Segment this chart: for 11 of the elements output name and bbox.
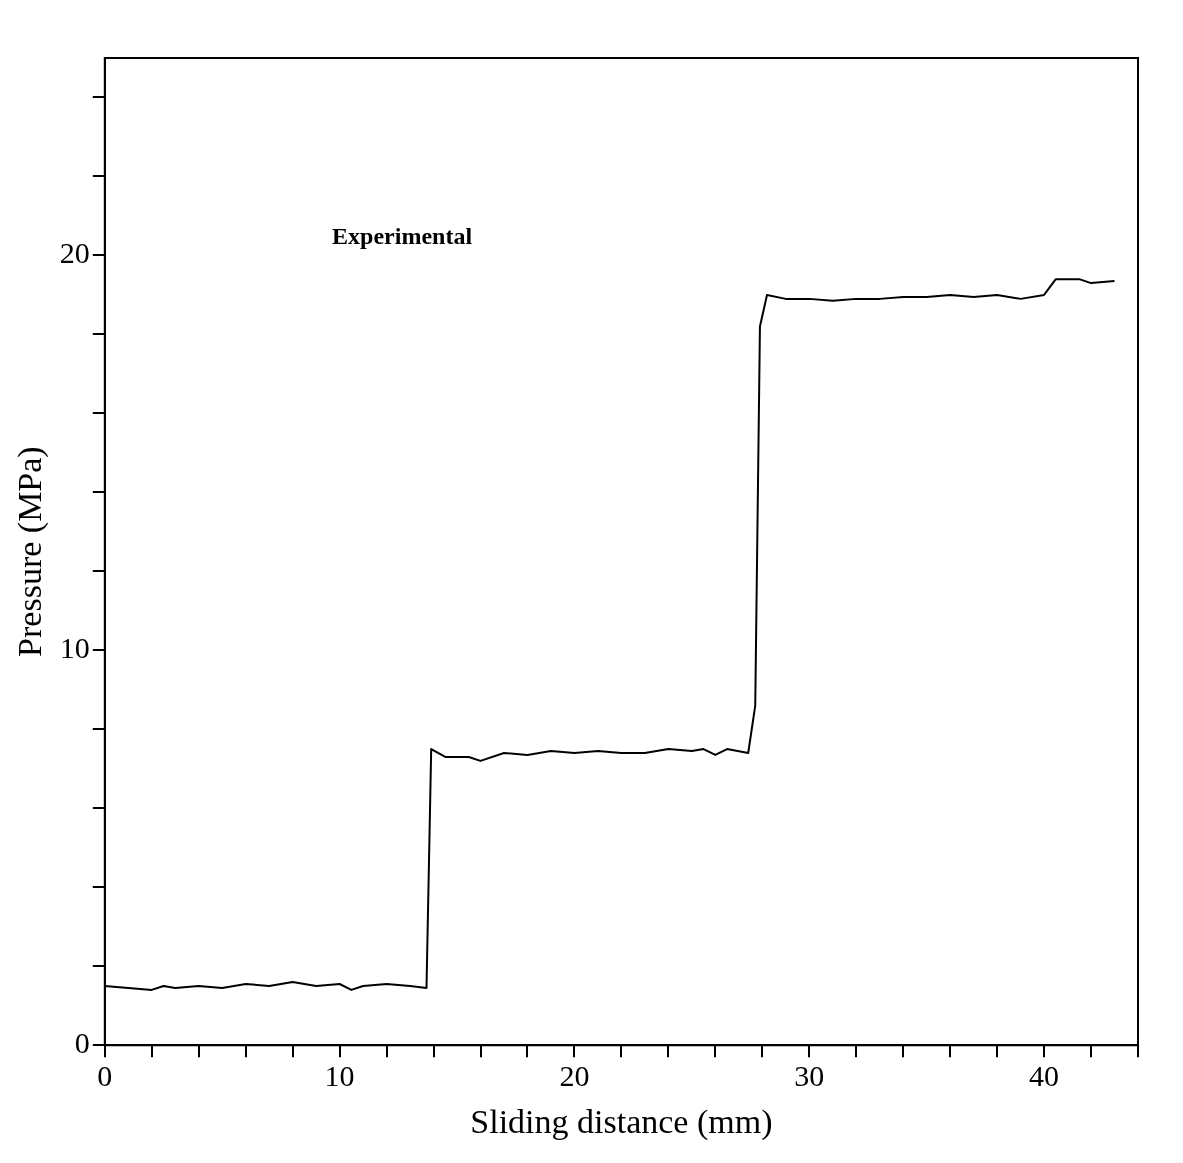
y-tick-label: 10: [59, 631, 90, 665]
y-tick-label: 20: [59, 236, 90, 270]
x-tick-label: 0: [97, 1059, 113, 1093]
y-axis-title: Pressure (MPa): [11, 446, 50, 657]
x-tick-label: 10: [324, 1059, 355, 1093]
x-tick-label: 40: [1029, 1059, 1060, 1093]
x-axis-title: Sliding distance (mm): [470, 1102, 773, 1141]
annotation: Experimental: [332, 223, 473, 250]
x-tick-label: 20: [559, 1059, 590, 1093]
y-tick-label: 0: [74, 1026, 90, 1060]
x-tick-label: 30: [794, 1059, 825, 1093]
